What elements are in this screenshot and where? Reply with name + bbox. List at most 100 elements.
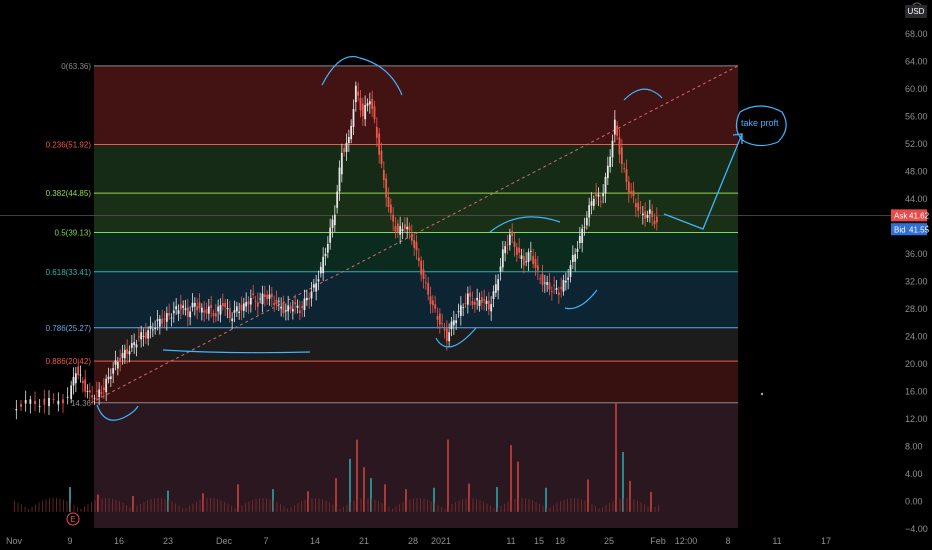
volume-bar <box>248 501 250 512</box>
candle-body <box>319 266 322 274</box>
volume-bar <box>370 478 372 512</box>
volume-bar <box>297 502 299 512</box>
volume-bar <box>567 498 568 512</box>
bid-price-value: 41.55 <box>909 225 930 234</box>
volume-bar <box>651 508 652 512</box>
volume-bar <box>371 498 372 512</box>
volume-bar <box>294 504 295 512</box>
volume-bar <box>259 498 260 512</box>
candle-body <box>284 310 287 312</box>
candle-body <box>375 126 378 138</box>
candle-body <box>480 297 483 303</box>
volume-bar <box>406 500 407 512</box>
candle-body <box>625 169 628 182</box>
volume-bar <box>266 498 267 512</box>
candle-body <box>434 304 437 309</box>
candle-body <box>483 299 486 301</box>
peak-arc-annotation <box>321 56 403 96</box>
candle-body <box>420 260 423 275</box>
candle-body <box>259 298 262 300</box>
candle-body <box>142 336 145 337</box>
candle-body <box>520 255 523 259</box>
candle-body <box>249 297 252 305</box>
candle-body <box>81 380 84 384</box>
candle-body <box>515 247 518 256</box>
candle-body <box>121 353 124 358</box>
candle-body <box>128 351 131 355</box>
volume-bar <box>105 498 106 512</box>
y-tick-label: 20.00 <box>905 359 928 369</box>
candle-body <box>205 309 208 314</box>
volume-bar <box>70 502 71 512</box>
y-tick-label: 60.00 <box>905 84 928 94</box>
x-tick-label: 9 <box>67 536 72 546</box>
candle-body <box>550 291 553 292</box>
candle-body <box>445 328 448 342</box>
volume-bar <box>363 467 365 512</box>
hand-drawn-annotations: take proft E <box>66 2 923 526</box>
volume-bar <box>510 445 512 512</box>
x-tick-label: 28 <box>408 536 418 546</box>
candle-body <box>497 279 500 291</box>
candle-body <box>324 253 327 257</box>
candle-body <box>361 103 364 117</box>
candle-body <box>207 306 210 314</box>
candle-body <box>261 293 264 305</box>
volume-bar <box>532 500 533 512</box>
volume-bar <box>140 503 141 512</box>
candle-body <box>644 211 647 219</box>
fib-zone <box>94 327 738 362</box>
volume-bar <box>637 500 638 512</box>
volume-bar <box>231 505 232 512</box>
candle-body <box>156 319 159 321</box>
candle-body <box>137 336 140 338</box>
volume-bar <box>136 506 138 512</box>
take-profit-circle <box>735 105 787 147</box>
candle-body <box>466 293 469 305</box>
candle-body <box>158 318 161 327</box>
volume-bar <box>31 506 33 512</box>
volume-bar <box>500 505 502 512</box>
bid-label: Bid <box>894 225 906 234</box>
candle-body <box>48 398 50 407</box>
fib-level-label: 0(63.36) <box>61 62 91 71</box>
candle-body <box>536 265 539 271</box>
volume-bar <box>336 506 337 512</box>
volume-bar <box>556 503 558 512</box>
candle-body <box>119 358 122 362</box>
volume-bar <box>385 504 386 512</box>
candle-body <box>228 308 231 319</box>
x-tick-label: 11 <box>772 536 781 546</box>
volume-bar <box>448 506 449 512</box>
candle-body <box>144 332 147 339</box>
candle-body <box>196 306 199 311</box>
candle-body <box>280 306 283 309</box>
candle-body <box>378 133 381 155</box>
volume-bar <box>28 509 29 512</box>
volume-bar <box>262 498 264 512</box>
candle-body <box>464 302 467 304</box>
x-tick-label: Nov <box>6 536 23 546</box>
candle-body <box>651 211 654 218</box>
fib-level-label: 0.5(39.13) <box>55 228 92 237</box>
candle-body <box>133 342 136 345</box>
volume-bar <box>630 498 631 512</box>
candle-body <box>112 368 115 374</box>
candle-body <box>422 269 425 279</box>
candle-body <box>189 311 192 318</box>
take-profit-label: take proft <box>741 118 779 128</box>
y-tick-label: 0.00 <box>905 497 923 507</box>
candle-body <box>492 291 495 300</box>
volume-bar <box>605 505 607 512</box>
candle-body <box>214 313 217 317</box>
volume-bar <box>143 501 145 512</box>
candle-body <box>511 231 514 237</box>
candle-body <box>592 198 595 207</box>
candle-body <box>172 310 175 314</box>
candle-body <box>74 373 77 384</box>
candle-body <box>452 320 455 326</box>
stray-dot <box>760 392 764 396</box>
candle-body <box>578 235 581 244</box>
y-tick-label: 64.00 <box>905 57 928 67</box>
